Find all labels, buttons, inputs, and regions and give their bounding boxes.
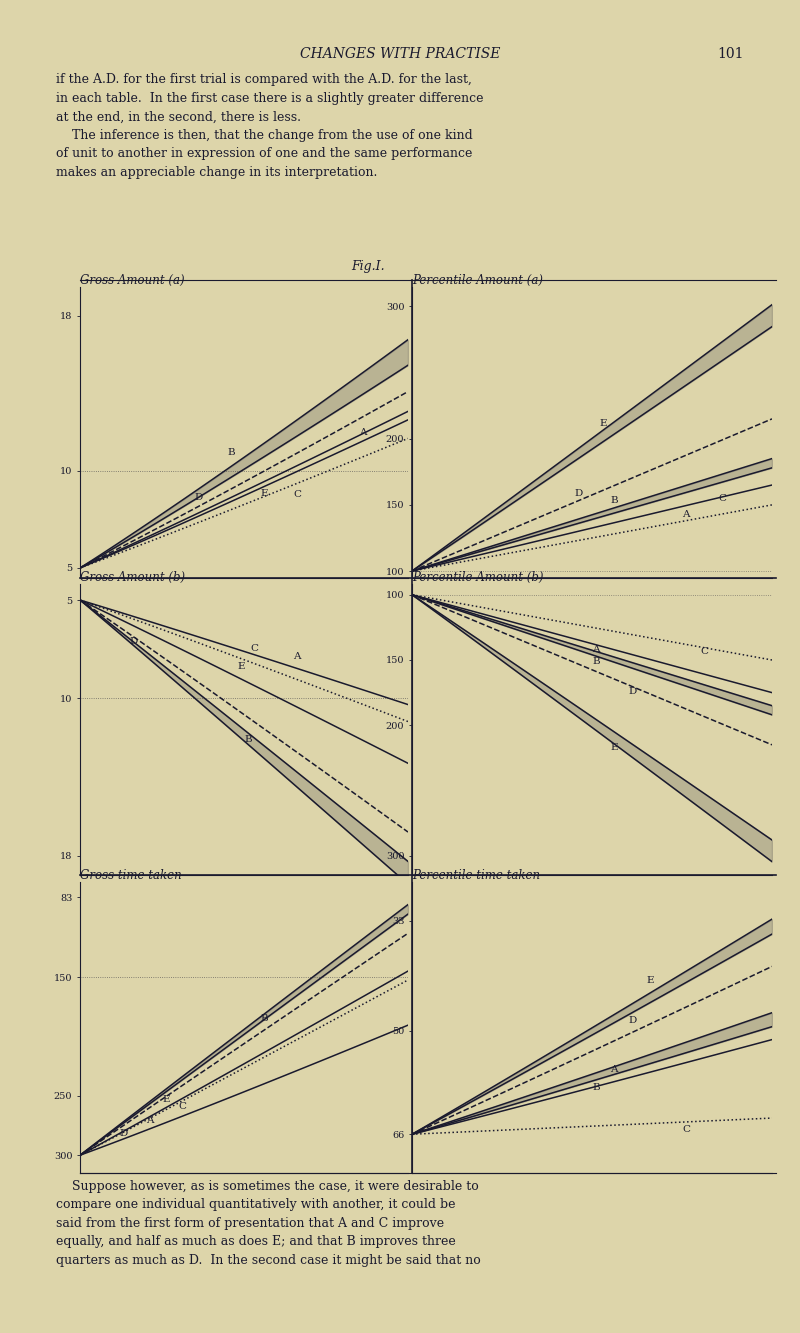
Text: C: C [718, 495, 726, 503]
Text: E: E [162, 1094, 170, 1104]
Text: Gross Amount (a): Gross Amount (a) [80, 273, 185, 287]
Text: A: A [592, 645, 599, 655]
Text: Percentile time taken: Percentile time taken [412, 869, 540, 882]
Text: B: B [592, 1082, 600, 1092]
Text: A: A [682, 511, 690, 520]
Text: E: E [261, 488, 268, 497]
Text: C: C [682, 1125, 690, 1133]
Text: B: B [610, 496, 618, 505]
Text: Gross Amount (b): Gross Amount (b) [80, 572, 185, 584]
Text: Percentile Amount (a): Percentile Amount (a) [412, 273, 543, 287]
Text: Suppose however, as is sometimes the case, it were desirable to
compare one indi: Suppose however, as is sometimes the cas… [56, 1180, 481, 1266]
Text: D: D [574, 489, 582, 499]
Text: Percentile Amount (b): Percentile Amount (b) [412, 572, 543, 584]
Text: E: E [646, 976, 654, 985]
Text: if the A.D. for the first trial is compared with the A.D. for the last,
in each : if the A.D. for the first trial is compa… [56, 73, 483, 179]
Text: D: D [195, 493, 203, 501]
Text: C: C [178, 1102, 186, 1112]
Text: CHANGES WITH PRACTISE: CHANGES WITH PRACTISE [300, 47, 500, 61]
Text: E: E [610, 742, 618, 752]
Text: B: B [228, 448, 235, 457]
Text: A: A [610, 1065, 618, 1074]
Text: A: A [146, 1116, 153, 1125]
Text: E: E [599, 420, 606, 428]
Text: D: D [628, 1016, 636, 1025]
Text: B: B [244, 734, 252, 744]
Text: E: E [238, 663, 245, 672]
Text: C: C [294, 491, 302, 499]
Text: B: B [592, 657, 600, 665]
Text: A: A [358, 428, 366, 437]
Text: C: C [700, 648, 708, 656]
Text: C: C [250, 644, 258, 653]
Text: Fig.I.: Fig.I. [351, 260, 385, 273]
Text: 101: 101 [718, 47, 744, 61]
Text: B: B [261, 1013, 268, 1022]
Text: D: D [119, 1129, 128, 1138]
Text: D: D [129, 637, 138, 647]
Text: D: D [628, 686, 636, 696]
Text: A: A [294, 652, 301, 661]
Text: Gross time taken: Gross time taken [80, 869, 182, 882]
